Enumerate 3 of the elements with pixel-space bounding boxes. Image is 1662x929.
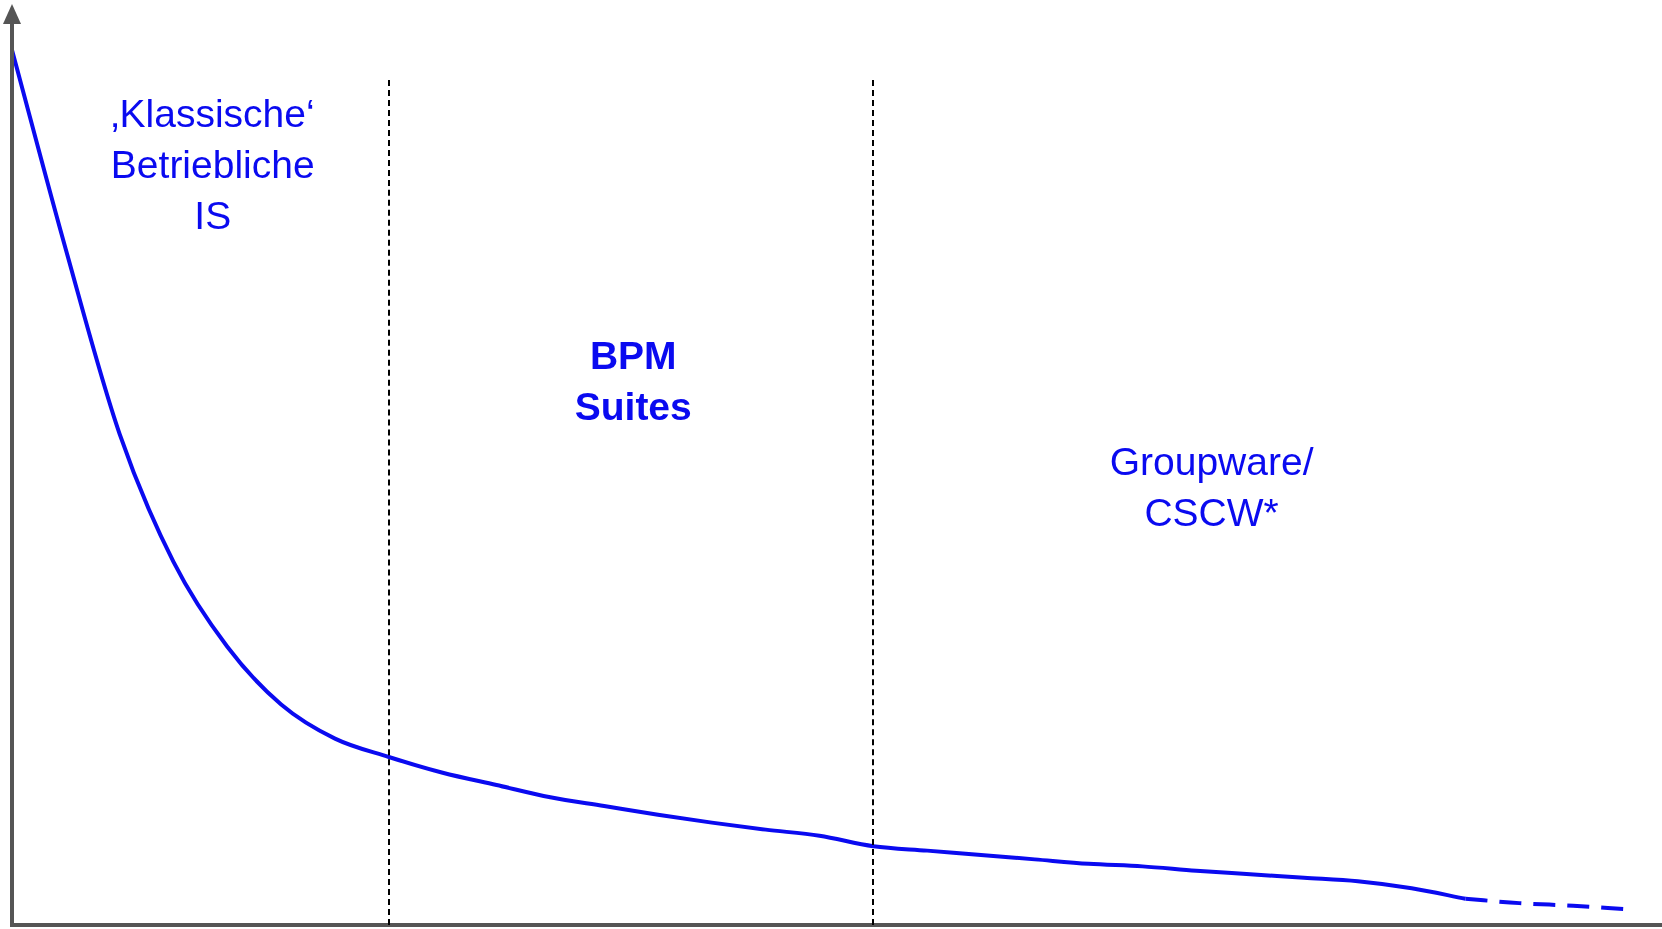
annotation: BPM Suites	[574, 333, 692, 428]
annotation: ‚Klassische‘ Betriebliche IS	[110, 92, 315, 238]
annotation: Groupware/ CSCW*	[1109, 439, 1314, 534]
